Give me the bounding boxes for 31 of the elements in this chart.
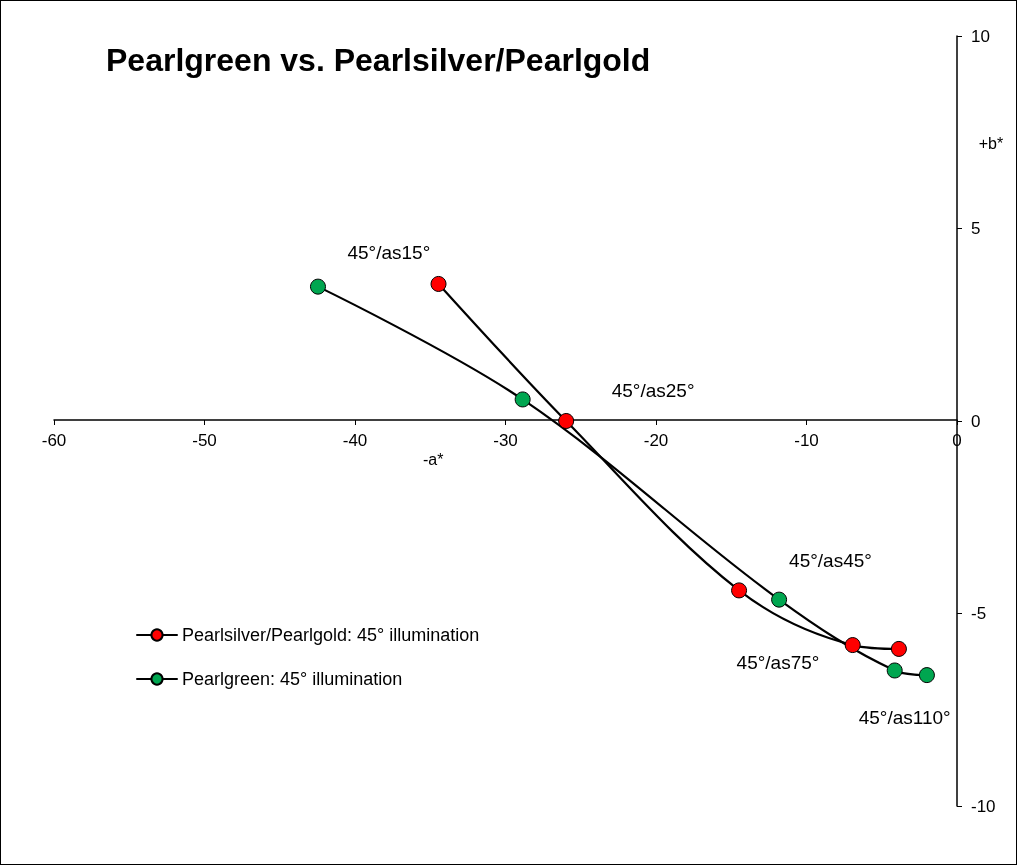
annotation: 45°/as15° — [347, 242, 431, 264]
point — [918, 667, 935, 684]
point — [886, 662, 903, 679]
x-axis-title: -a* — [423, 450, 444, 468]
point — [890, 640, 907, 657]
x-tick-label: -10 — [794, 431, 819, 450]
x-tick-label: -50 — [192, 431, 217, 450]
y-tick-label: -10 — [971, 796, 996, 816]
x-tick-label: -30 — [493, 431, 518, 450]
legend-label: Pearlsilver/Pearlgold: 45° illumination — [182, 625, 480, 645]
y-tick-label: 5 — [971, 219, 981, 238]
annotation: 45°/as45° — [789, 550, 872, 572]
x-tick-label: -40 — [342, 431, 368, 450]
annotation: 45°/as25° — [611, 379, 695, 401]
x-tick-label: -20 — [643, 431, 669, 450]
annotation: 45°/as75° — [736, 652, 820, 674]
y-axis-title: +b* — [978, 135, 1004, 153]
point — [558, 413, 575, 429]
point — [430, 275, 447, 292]
point — [309, 278, 326, 295]
point — [844, 637, 861, 654]
annotation: 45°/as110° — [858, 707, 951, 729]
chart-title: Pearlgreen vs. Pearlsilver/Pearlgold — [106, 42, 651, 78]
x-tick-label: -60 — [41, 431, 67, 450]
point — [514, 391, 531, 408]
legend-label: Pearlgreen: 45° illumination — [182, 669, 403, 689]
y-tick-label: 0 — [971, 411, 981, 431]
point — [771, 591, 788, 608]
point — [731, 582, 748, 599]
y-tick-label: -5 — [971, 604, 987, 623]
y-tick-label: 10 — [971, 26, 990, 46]
